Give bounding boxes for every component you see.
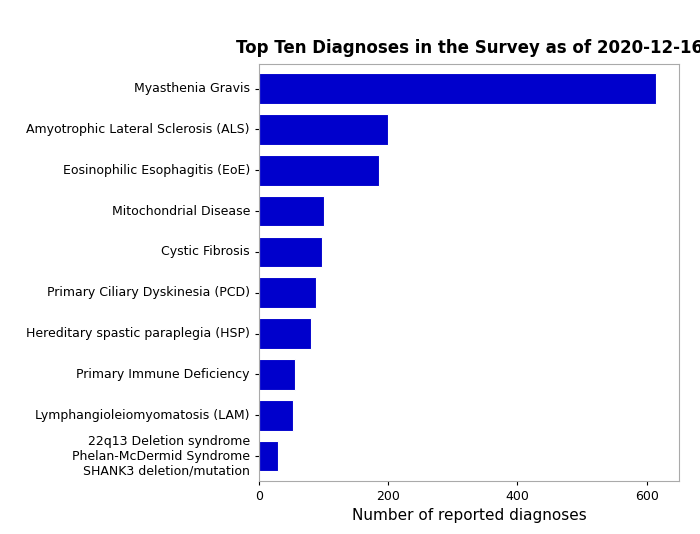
Bar [259,73,657,104]
Bar [259,278,316,308]
Bar [259,155,379,185]
X-axis label: Number of reported diagnoses: Number of reported diagnoses [351,508,587,523]
Title: Top Ten Diagnoses in the Survey as of 2020-12-16: Top Ten Diagnoses in the Survey as of 20… [235,39,700,57]
Bar [259,359,295,390]
Bar [259,237,322,267]
Bar [259,318,311,349]
Bar [259,196,323,226]
Bar [259,114,388,145]
Bar [259,441,279,472]
Bar [259,400,293,430]
